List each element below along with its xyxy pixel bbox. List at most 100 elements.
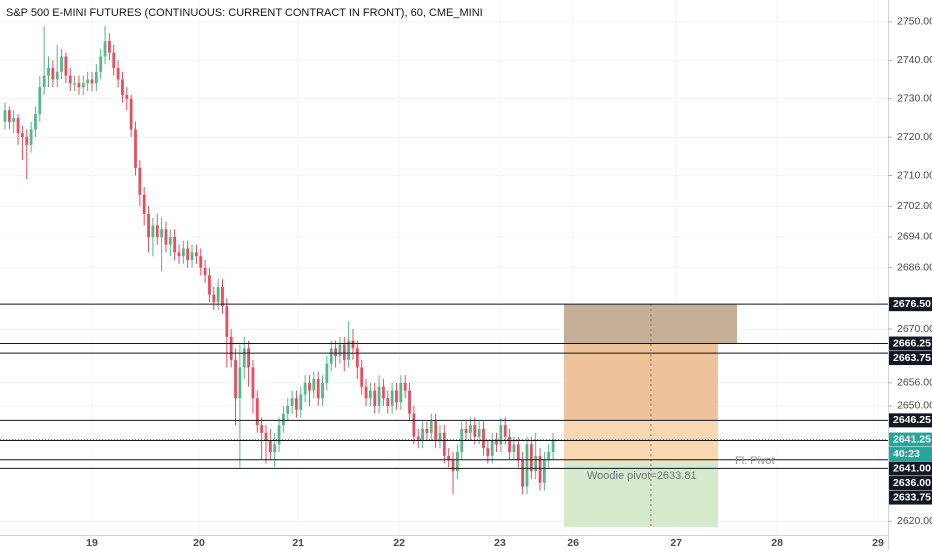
candle-body — [112, 52, 116, 68]
y-tick-label: 2720.00 — [897, 131, 932, 143]
x-tick-label: 26 — [567, 537, 579, 549]
candle-body — [499, 425, 503, 445]
candle-body — [255, 398, 259, 426]
candle-body — [273, 444, 277, 453]
candle-body — [416, 436, 420, 441]
candle-body — [55, 71, 59, 80]
price-label: 40:23 — [893, 448, 920, 460]
candle-body — [25, 137, 29, 145]
price-label: 2676.50 — [893, 298, 931, 310]
candle-body — [429, 421, 433, 433]
y-tick-label: 2750.00 — [897, 16, 932, 28]
candle-body — [68, 75, 72, 84]
candle-body — [16, 117, 20, 134]
candle-body — [399, 382, 403, 403]
candle-body — [434, 421, 438, 441]
candle-body — [251, 367, 255, 399]
candle-body — [51, 67, 55, 80]
candle-body — [482, 428, 485, 449]
x-tick-label: 27 — [670, 537, 682, 549]
candle-body — [303, 382, 307, 395]
candle-body — [160, 229, 163, 237]
candle-body — [386, 398, 390, 406]
candle-body — [199, 256, 203, 268]
y-tick-label: 2620.00 — [897, 515, 932, 527]
candle-body — [486, 448, 490, 456]
candle-body — [21, 133, 24, 138]
candle-body — [238, 367, 242, 399]
candle-body — [547, 452, 551, 460]
candle-body — [281, 413, 285, 426]
candle-body — [64, 56, 68, 76]
price-label-box — [889, 297, 932, 312]
candle-body — [408, 390, 411, 414]
annotation: Fl. Pivot — [735, 455, 775, 467]
candle-body — [403, 382, 407, 391]
candle-body — [99, 56, 103, 72]
price-label-box — [889, 476, 932, 491]
x-tick-label: 22 — [393, 537, 405, 549]
candle-body — [286, 405, 290, 414]
candle-body — [155, 225, 159, 237]
price-label: 2646.25 — [893, 414, 931, 426]
candle-body — [77, 83, 81, 88]
x-tick-label: 29 — [872, 537, 884, 549]
price-label-box — [889, 461, 932, 476]
candle-body — [338, 344, 342, 357]
y-tick-label: 2656.00 — [897, 377, 932, 389]
annotation: Woodie pivot=2633.81 — [587, 470, 697, 482]
candle-body — [38, 87, 42, 115]
candle-body — [521, 459, 525, 487]
candle-body — [490, 440, 494, 456]
price-label-box — [889, 447, 932, 462]
candle-body — [107, 41, 111, 53]
candle-body — [173, 236, 177, 253]
candle-body — [221, 286, 224, 307]
candle-body — [516, 444, 520, 460]
candle-body — [290, 398, 294, 406]
candle-body — [373, 390, 377, 406]
candle-body — [116, 67, 120, 80]
candle-body — [3, 110, 7, 122]
candle-body — [47, 67, 50, 76]
candle-body — [277, 425, 281, 445]
candle-body — [503, 425, 507, 437]
plot-area — [0, 0, 888, 535]
candle-body — [168, 236, 172, 245]
candle-body — [551, 439, 555, 453]
candle-body — [455, 452, 459, 472]
candle-body — [382, 386, 385, 399]
candle-body — [464, 428, 468, 433]
y-tick-label: 2694.00 — [897, 231, 932, 243]
candle-body — [316, 379, 320, 399]
candle-body — [216, 286, 220, 303]
candle-body — [451, 459, 455, 472]
x-tick-label: 19 — [86, 537, 98, 549]
candle-body — [264, 432, 268, 441]
candle-body — [151, 225, 155, 237]
candle-body — [177, 252, 181, 257]
candle-body — [364, 386, 368, 399]
candle-body — [268, 440, 272, 453]
chart-title: S&P 500 E-MINI FUTURES (CONTINUOUS: CURR… — [6, 7, 483, 19]
y-tick-label: 2650.00 — [897, 400, 932, 412]
candle-body — [208, 275, 211, 295]
candle-body — [368, 390, 372, 399]
price-label: 2636.00 — [893, 477, 931, 489]
price-label-box — [889, 351, 932, 366]
y-tick-label: 2740.00 — [897, 54, 932, 66]
price-label: 2641.00 — [893, 462, 931, 474]
candle-body — [442, 432, 446, 456]
candle-body — [103, 41, 107, 57]
candle-body — [129, 98, 133, 130]
candle-body — [242, 348, 246, 368]
candle-body — [538, 455, 542, 483]
x-tick-label: 28 — [771, 537, 783, 549]
candle-body — [477, 428, 481, 437]
candle-body — [186, 248, 190, 261]
price-label-box — [889, 432, 932, 447]
candle-body — [194, 252, 198, 257]
position-zone — [563, 343, 718, 421]
candle-body — [495, 440, 498, 445]
